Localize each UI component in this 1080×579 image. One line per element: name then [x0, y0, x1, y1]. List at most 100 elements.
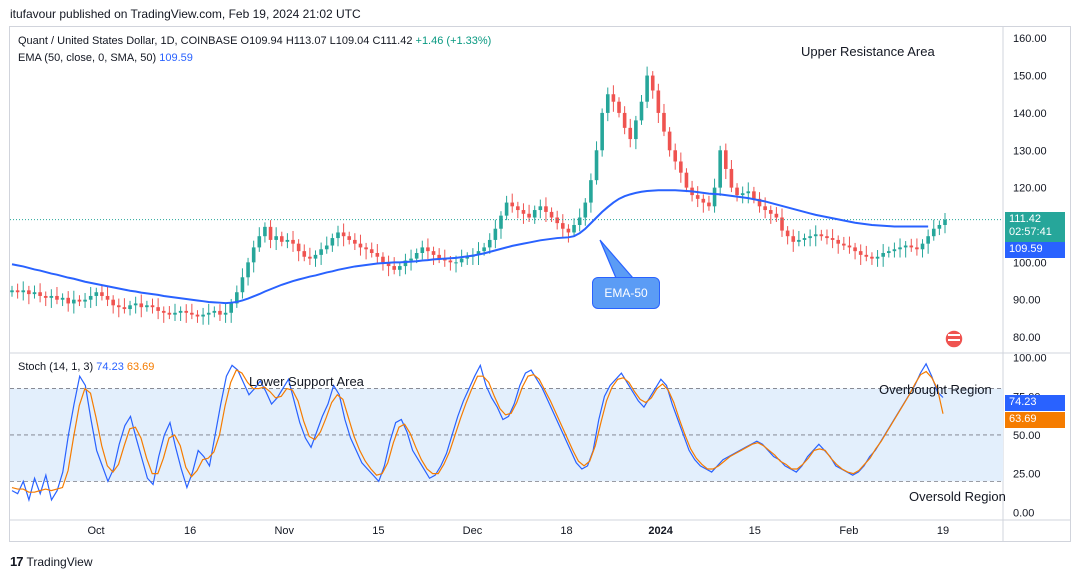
main-legend: Quant / United States Dollar, 1D, COINBA…	[18, 35, 491, 47]
candle-body	[414, 253, 419, 259]
countdown-value: 02:57:41	[1009, 226, 1052, 238]
candle-body	[161, 310, 166, 313]
candle-body	[111, 299, 115, 306]
candle-body	[66, 297, 71, 304]
candle-body	[454, 262, 458, 264]
candle-body	[206, 312, 211, 315]
candle-body	[819, 234, 824, 237]
candle-body	[420, 247, 425, 254]
candle-body	[251, 247, 256, 263]
candle-body	[409, 258, 413, 261]
candle-body	[437, 254, 441, 259]
candle-body	[313, 254, 318, 259]
candle-body	[184, 310, 189, 313]
candle-body	[909, 245, 914, 248]
candle-body	[645, 75, 649, 102]
candle-body	[487, 239, 492, 248]
candle-body	[173, 312, 177, 315]
candle-body	[864, 254, 869, 257]
last-price-tag: 111.42 02:57:41	[1005, 212, 1065, 242]
candle-body	[662, 112, 666, 132]
price-tick-label: 100.00	[1013, 257, 1047, 269]
candle-body	[830, 238, 835, 240]
time-tick-label: 15	[749, 525, 761, 537]
candle-body	[684, 172, 689, 188]
candle-body	[763, 206, 767, 211]
candle-body	[330, 238, 335, 246]
low-value: L109.04	[329, 35, 370, 47]
candle-body	[105, 295, 110, 300]
time-tick-label: 19	[937, 525, 949, 537]
candle-body	[937, 224, 942, 229]
candle-body	[398, 266, 402, 270]
candle-body	[943, 219, 947, 225]
upper-resistance-label: Upper Resistance Area	[801, 44, 935, 59]
candle-body	[639, 101, 644, 121]
candle-body	[802, 238, 807, 240]
publisher-line: itufavour published on TradingView.com, …	[10, 7, 361, 21]
candle-body	[195, 314, 200, 317]
candle-body	[302, 251, 307, 257]
symbol-label: Quant / United States Dollar, 1D, COINBA…	[18, 35, 238, 47]
candle-body	[218, 310, 222, 315]
stoch-legend: Stoch (14, 1, 3) 74.23 63.69	[18, 361, 154, 373]
candle-body	[167, 312, 172, 315]
candle-body	[504, 202, 509, 216]
candle-body	[465, 256, 470, 259]
candle-body	[521, 210, 526, 214]
stoch-d-value: 63.69	[126, 361, 155, 373]
candle-body	[780, 217, 784, 231]
candle-body	[116, 305, 121, 308]
candle-body	[49, 295, 54, 298]
ema-value: 109.59	[159, 52, 193, 64]
stoch-d-tag: 63.69	[1005, 412, 1065, 428]
candle-body	[926, 236, 930, 244]
change-value: +1.46 (+1.33%)	[415, 35, 492, 47]
candle-body	[729, 168, 734, 188]
candle-body	[178, 310, 183, 313]
candle-body	[43, 295, 48, 298]
stoch-tick-label: 0.00	[1013, 507, 1034, 519]
stoch-k-value: 74.23	[96, 361, 124, 373]
candle-body	[538, 206, 543, 211]
candle-body	[364, 247, 368, 250]
candle-body	[656, 90, 661, 113]
stoch-tick-label: 100.00	[1013, 353, 1047, 365]
candle-body	[32, 292, 37, 295]
candle-body	[836, 239, 841, 244]
candle-body	[808, 236, 812, 239]
candle-body	[72, 299, 76, 304]
candle-body	[381, 256, 385, 263]
candle-body	[15, 290, 20, 293]
candle-body	[240, 277, 245, 293]
stoch-k-tag: 74.23	[1005, 395, 1065, 411]
stoch-d-line	[11, 369, 944, 493]
candle-body	[133, 303, 138, 306]
candle-body	[898, 247, 902, 250]
candle-body	[431, 251, 436, 255]
candle-body	[628, 127, 633, 140]
candle-body	[212, 310, 217, 313]
candle-body	[223, 312, 228, 315]
candle-body	[308, 256, 312, 259]
candle-body	[403, 260, 408, 267]
ema-callout-pointer	[599, 239, 635, 279]
candle-body	[752, 191, 756, 199]
time-tick-label: Oct	[87, 525, 104, 537]
candle-body	[774, 213, 779, 218]
ema50-line	[11, 189, 929, 305]
footer-brand[interactable]: 17 TradingView	[10, 554, 93, 569]
brand-label: TradingView	[26, 554, 93, 569]
candle-body	[476, 251, 481, 255]
candle-body	[493, 228, 498, 240]
candle-body	[617, 101, 621, 113]
candle-body	[903, 245, 908, 248]
candle-body	[257, 236, 262, 248]
high-value: H113.07	[285, 35, 327, 47]
usd-flag-stripe	[948, 334, 960, 336]
candle-body	[853, 247, 857, 252]
candle-body	[353, 239, 357, 244]
price-tick-label: 140.00	[1013, 108, 1047, 120]
price-tick-label: 90.00	[1013, 295, 1041, 307]
